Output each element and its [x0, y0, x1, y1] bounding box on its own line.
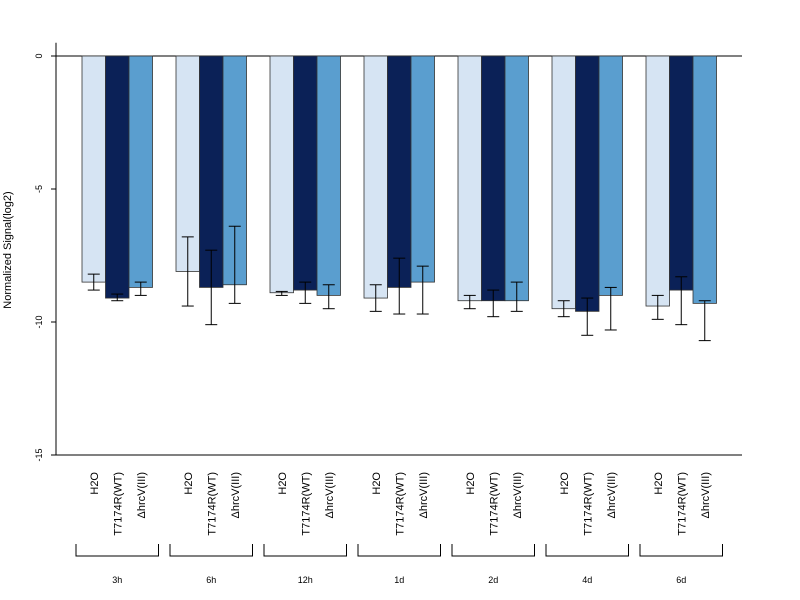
x-tick-label: T7174R(WT) [488, 472, 500, 536]
y-axis-label: Normalized Signal(log2) [2, 191, 14, 308]
group-bracket [169, 544, 253, 557]
group-bracket [75, 544, 159, 557]
group-bracket [263, 544, 347, 557]
x-tick-label: H2O [653, 472, 665, 495]
group-label: 6d [676, 575, 686, 585]
group-label: 2d [488, 575, 498, 585]
group-bracket [357, 544, 441, 557]
x-tick-label: H2O [277, 472, 289, 495]
x-tick-label: H2O [89, 472, 101, 495]
bar [575, 55, 600, 312]
bar [481, 55, 506, 302]
x-axis-labels: H2O T7174R(WT) ΔhrcV(III) H2O T7174R(WT) Δhrc… [89, 472, 712, 536]
bar [504, 55, 529, 302]
bar [551, 55, 576, 310]
group-bracket [545, 544, 629, 557]
x-tick-label: H2O [465, 472, 477, 495]
x-tick-label: ΔhrcV(III) [230, 472, 242, 518]
x-tick-label: H2O [183, 472, 195, 495]
bar [269, 55, 294, 294]
x-tick-label: T7174R(WT) [394, 472, 406, 536]
group-label: 3h [112, 575, 122, 585]
x-tick-label: H2O [371, 472, 383, 495]
bar [387, 55, 412, 288]
bar [293, 55, 318, 291]
bar [81, 55, 106, 283]
bar [316, 55, 341, 296]
y-tick-label: -15 [34, 448, 44, 461]
group-bracket [639, 544, 723, 557]
group-label: 1d [394, 575, 404, 585]
bar [105, 55, 130, 299]
plot-area [56, 55, 742, 456]
group-brackets: 3h 6h 12h 1d 2d 4d 6d [75, 544, 723, 585]
bar [645, 55, 670, 307]
group-label: 4d [582, 575, 592, 585]
y-tick-label: -5 [34, 185, 44, 193]
group-bracket [451, 544, 535, 557]
bar [669, 55, 694, 291]
x-tick-label: T7174R(WT) [300, 472, 312, 536]
bar [598, 55, 623, 296]
bar [692, 55, 717, 304]
group-label: 6h [206, 575, 216, 585]
x-tick-label: T7174R(WT) [676, 472, 688, 536]
y-axis: 0 -5 -10 -15 [34, 42, 57, 462]
bar [457, 55, 482, 302]
x-tick-label: ΔhrcV(III) [606, 472, 618, 518]
x-tick-label: ΔhrcV(III) [700, 472, 712, 518]
x-tick-label: ΔhrcV(III) [136, 472, 148, 518]
x-tick-label: H2O [559, 472, 571, 495]
bar [128, 55, 153, 288]
group-label: 12h [298, 575, 313, 585]
x-tick-label: ΔhrcV(III) [418, 472, 430, 518]
x-tick-label: T7174R(WT) [112, 472, 124, 536]
y-tick-label: -10 [34, 315, 44, 328]
x-tick-label: T7174R(WT) [206, 472, 218, 536]
bar [410, 55, 435, 283]
x-tick-label: ΔhrcV(III) [512, 472, 524, 518]
x-tick-label: ΔhrcV(III) [324, 472, 336, 518]
y-tick-label: 0 [34, 53, 44, 58]
x-tick-label: T7174R(WT) [582, 472, 594, 536]
bar [363, 55, 388, 299]
